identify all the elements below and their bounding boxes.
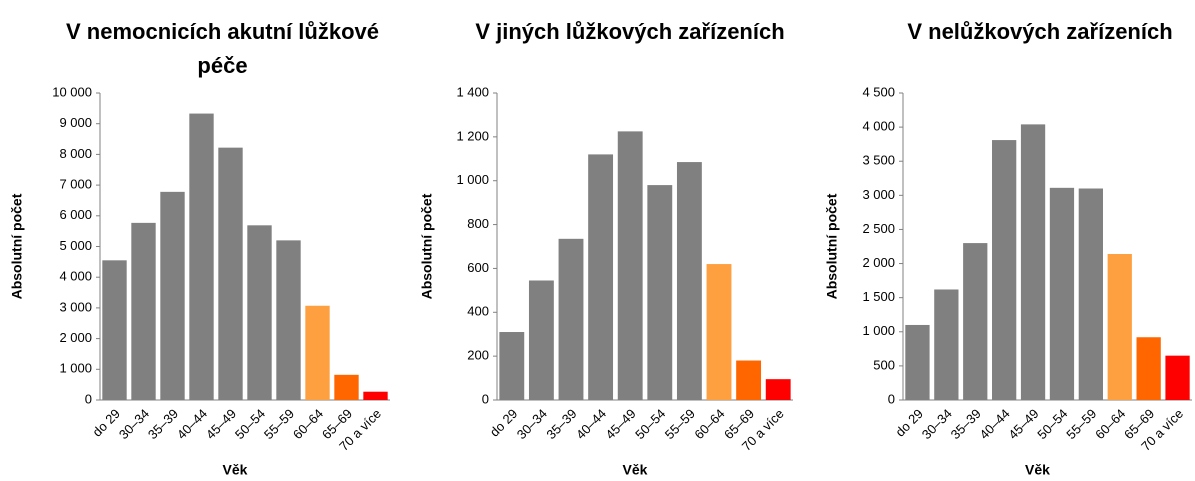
bar [1049, 187, 1075, 400]
x-tick-label: 35–39 [948, 406, 984, 442]
bar [160, 191, 185, 400]
bar [647, 185, 673, 400]
x-tick-label: 60–64 [1092, 406, 1128, 442]
y-tick-label: 7 000 [59, 177, 92, 192]
y-tick-label: 4 000 [862, 119, 895, 134]
x-tick-label: 55–59 [1063, 406, 1099, 442]
y-tick-label: 1 000 [59, 361, 92, 376]
bar [588, 154, 614, 400]
bar [992, 140, 1017, 400]
y-tick-label: 9 000 [59, 115, 92, 130]
chart-title: V jiných lůžkových zařízeních [475, 19, 785, 44]
y-tick-label: 8 000 [59, 146, 92, 161]
x-tick-label: 60–64 [290, 406, 326, 442]
bar [131, 222, 156, 400]
y-tick-label: 5 000 [59, 238, 92, 253]
bar [189, 113, 214, 400]
bar [528, 280, 554, 400]
y-tick-label: 1 500 [862, 289, 895, 304]
bar [1165, 355, 1190, 400]
x-tick-label: 50–54 [232, 406, 268, 442]
y-tick-label: 4 500 [862, 84, 895, 99]
y-tick-label: 500 [873, 357, 895, 372]
bar [676, 162, 702, 400]
bar [617, 131, 643, 400]
y-axis-label: Absolutní počet [419, 193, 435, 299]
y-tick-label: 4 000 [59, 269, 92, 284]
bar [1107, 254, 1132, 400]
x-tick-label: 60–64 [691, 406, 727, 442]
x-tick-label: 55–59 [261, 406, 297, 442]
x-tick-label: 45–49 [1005, 406, 1041, 442]
chart-title: V nelůžkových zařízeních [907, 19, 1173, 44]
bar [905, 324, 930, 400]
y-tick-label: 1 000 [456, 172, 489, 187]
bar [305, 305, 330, 400]
x-tick-label: 35–39 [543, 406, 579, 442]
x-tick-label: 30–34 [514, 406, 550, 442]
bar [765, 379, 791, 400]
chart-title: V nemocnicích akutní lůžkové péče [66, 19, 379, 78]
bar [1078, 188, 1103, 400]
y-tick-label: 2 000 [862, 255, 895, 270]
bar [963, 243, 988, 400]
y-tick-label: 6 000 [59, 207, 92, 222]
bar [334, 374, 359, 400]
bar [1020, 124, 1046, 400]
y-tick-label: 3 500 [862, 153, 895, 168]
bar [499, 332, 525, 400]
y-tick-label: 1 400 [456, 84, 489, 99]
bar [363, 391, 388, 400]
y-axis-label: Absolutní počet [9, 193, 25, 299]
y-axis-label: Absolutní počet [824, 193, 840, 299]
x-tick-label: 50–54 [632, 406, 668, 442]
x-tick-label: 55–59 [662, 406, 698, 442]
y-tick-label: 800 [467, 216, 489, 231]
bar [706, 264, 732, 400]
bar [276, 240, 301, 400]
bar [736, 360, 762, 400]
y-tick-label: 0 [888, 391, 895, 406]
bar [247, 225, 272, 400]
x-tick-label: do 29 [487, 406, 521, 440]
x-tick-label: 40–44 [573, 406, 609, 442]
x-tick-label: 30–34 [116, 406, 152, 442]
x-tick-label: 40–44 [174, 406, 210, 442]
x-tick-label: 30–34 [919, 406, 955, 442]
y-tick-label: 2 000 [59, 330, 92, 345]
x-axis-label: Věk [223, 462, 248, 478]
bar [1136, 337, 1161, 400]
bar [558, 238, 584, 400]
y-tick-label: 0 [482, 391, 489, 406]
x-axis-label: Věk [623, 462, 648, 478]
y-tick-label: 1 200 [456, 128, 489, 143]
bar [218, 147, 243, 400]
y-tick-label: 400 [467, 304, 489, 319]
x-tick-label: 50–54 [1034, 406, 1070, 442]
bar [934, 289, 959, 400]
x-tick-label: 35–39 [145, 406, 181, 442]
x-tick-label: 45–49 [203, 406, 239, 442]
bar [102, 260, 127, 400]
y-tick-label: 200 [467, 348, 489, 363]
y-tick-label: 10 000 [52, 84, 92, 99]
x-axis-label: Věk [1025, 462, 1050, 478]
y-tick-label: 1 000 [862, 323, 895, 338]
y-tick-label: 600 [467, 260, 489, 275]
y-tick-label: 3 000 [862, 187, 895, 202]
y-tick-label: 3 000 [59, 299, 92, 314]
y-tick-label: 2 500 [862, 221, 895, 236]
x-tick-label: 45–49 [603, 406, 639, 442]
x-tick-label: 40–44 [977, 406, 1013, 442]
y-tick-label: 0 [85, 391, 92, 406]
